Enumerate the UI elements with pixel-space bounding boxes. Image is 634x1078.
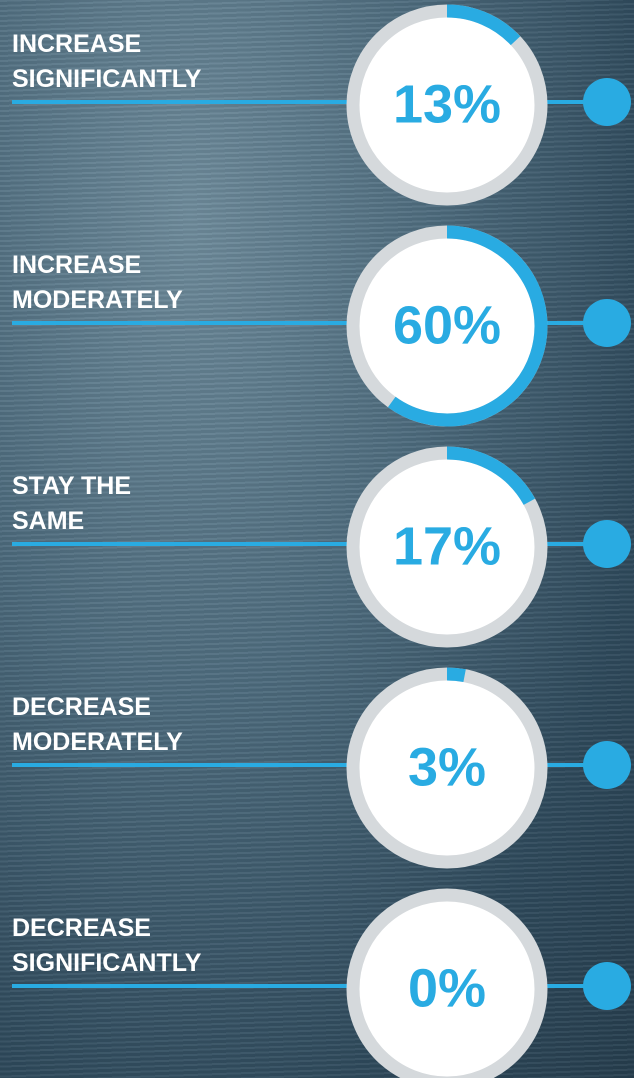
value-label: 0% xyxy=(408,958,486,1018)
gauge-arc xyxy=(446,446,536,505)
dot xyxy=(583,78,631,126)
dot xyxy=(583,741,631,789)
dot xyxy=(583,962,631,1010)
category-label: DECREASE SIGNIFICANTLY xyxy=(12,914,202,977)
category-label: INCREASE SIGNIFICANTLY xyxy=(12,30,202,93)
value-label: 13% xyxy=(393,74,501,134)
value-label: 3% xyxy=(408,737,486,797)
category-label: STAY THE SAME xyxy=(12,472,132,535)
dot xyxy=(583,299,631,347)
value-label: 60% xyxy=(393,295,501,355)
category-label: DECREASE MODERATELY xyxy=(12,693,183,756)
gauge-track xyxy=(346,888,548,1078)
category-label: INCREASE MODERATELY xyxy=(12,251,183,314)
dot xyxy=(583,520,631,568)
gauge-arc xyxy=(446,667,466,683)
gauge-arc xyxy=(387,225,548,427)
value-label: 17% xyxy=(393,516,501,576)
gauge-arc xyxy=(446,4,521,46)
